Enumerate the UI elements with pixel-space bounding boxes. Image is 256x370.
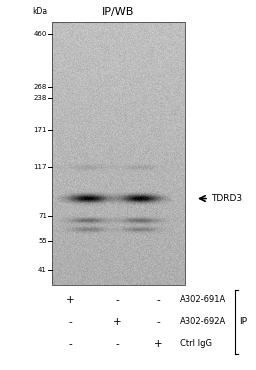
Text: IP/WB: IP/WB: [102, 7, 135, 17]
Text: +: +: [66, 295, 74, 305]
Text: Ctrl IgG: Ctrl IgG: [180, 340, 212, 349]
Text: A302-692A: A302-692A: [180, 317, 226, 326]
Text: -: -: [115, 295, 119, 305]
Text: -: -: [156, 295, 160, 305]
Text: 238: 238: [34, 95, 47, 101]
Text: -: -: [68, 339, 72, 349]
Text: 268: 268: [34, 84, 47, 90]
Text: -: -: [115, 339, 119, 349]
Text: 55: 55: [38, 238, 47, 244]
Text: -: -: [156, 317, 160, 327]
Text: kDa: kDa: [32, 7, 47, 16]
Text: -: -: [68, 317, 72, 327]
Text: +: +: [154, 339, 162, 349]
Text: IP: IP: [239, 317, 247, 326]
Text: TDRD3: TDRD3: [211, 194, 242, 203]
Text: 41: 41: [38, 266, 47, 273]
Text: 460: 460: [34, 31, 47, 37]
Text: 171: 171: [34, 127, 47, 134]
Text: +: +: [113, 317, 121, 327]
Text: 117: 117: [34, 164, 47, 170]
Bar: [52, 22, 185, 285]
Text: 71: 71: [38, 213, 47, 219]
Text: A302-691A: A302-691A: [180, 296, 226, 305]
